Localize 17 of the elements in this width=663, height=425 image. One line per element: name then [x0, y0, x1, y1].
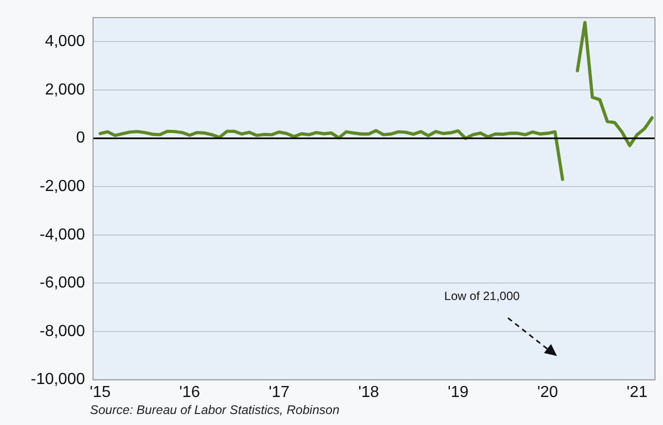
y-tick-label: 0 — [76, 130, 86, 147]
x-tick-label: '17 — [268, 384, 290, 401]
y-tick-label: -8,000 — [40, 322, 86, 340]
y-tick-label: 2,000 — [44, 81, 86, 98]
y-tick-label: -4,000 — [40, 226, 86, 244]
x-tick-label: '16 — [179, 384, 200, 401]
y-tick-label: 4,000 — [44, 33, 86, 50]
x-tick-label: '15 — [90, 384, 111, 401]
y-tick-label: -10,000 — [30, 371, 86, 388]
source-note: Source: Bureau of Labor Statistics, Robinson — [90, 403, 340, 417]
x-tick-label: '20 — [537, 384, 558, 401]
annotation: Low of 21,000 — [444, 289, 520, 303]
x-tick-label: '21 — [626, 384, 648, 401]
x-tick-label: '19 — [448, 384, 469, 401]
x-tick-label: '18 — [358, 384, 380, 401]
y-tick-label: -6,000 — [40, 274, 86, 292]
y-tick-label: -2,000 — [40, 178, 86, 196]
